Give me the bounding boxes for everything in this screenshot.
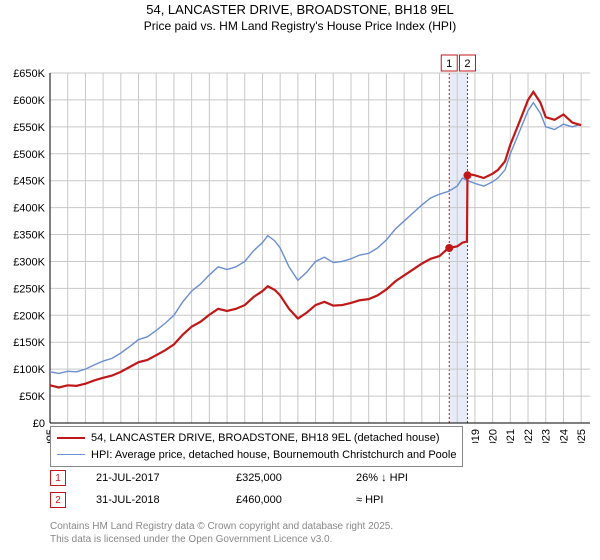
svg-text:2021: 2021: [505, 429, 517, 443]
svg-text:2: 2: [464, 58, 470, 70]
svg-text:£550K: £550K: [13, 122, 45, 134]
legend: 54, LANCASTER DRIVE, BROADSTONE, BH18 9E…: [50, 426, 463, 467]
svg-text:2019: 2019: [470, 429, 482, 443]
svg-text:£350K: £350K: [13, 229, 45, 241]
chart-title: 54, LANCASTER DRIVE, BROADSTONE, BH18 9E…: [0, 0, 600, 19]
sale-delta: ≈ HPI: [356, 494, 383, 506]
legend-row: 54, LANCASTER DRIVE, BROADSTONE, BH18 9E…: [57, 430, 456, 447]
svg-text:2022: 2022: [523, 429, 535, 443]
svg-text:£0: £0: [33, 418, 45, 430]
line-chart: £0 £50K £100K £150K £200K £250K £300K £350K £400…: [0, 33, 600, 443]
sale-marker-icon: 2: [50, 492, 66, 508]
sale-marker-icon: 1: [50, 470, 66, 486]
svg-text:£250K: £250K: [13, 283, 45, 295]
svg-text:£650K: £650K: [13, 68, 45, 80]
sale-row: 2 31-JUL-2018 £460,000 ≈ HPI: [50, 492, 383, 508]
legend-row: HPI: Average price, detached house, Bour…: [57, 447, 456, 464]
svg-text:2024: 2024: [558, 429, 570, 443]
footer-attribution: Contains HM Land Registry data © Crown c…: [50, 520, 393, 546]
sale-price: £460,000: [236, 494, 326, 506]
svg-text:£450K: £450K: [13, 176, 45, 188]
svg-text:£400K: £400K: [13, 203, 45, 215]
svg-text:£500K: £500K: [13, 149, 45, 161]
svg-text:£150K: £150K: [13, 337, 45, 349]
chart-subtitle: Price paid vs. HM Land Registry's House …: [0, 19, 600, 33]
svg-text:2020: 2020: [487, 429, 499, 443]
svg-text:1: 1: [446, 58, 452, 70]
sale-price: £325,000: [236, 472, 326, 484]
footer-line-2: This data is licensed under the Open Gov…: [50, 533, 393, 546]
sale-row: 1 21-JUL-2017 £325,000 26% ↓ HPI: [50, 470, 408, 486]
svg-text:£100K: £100K: [13, 364, 45, 376]
svg-text:£300K: £300K: [13, 256, 45, 268]
sale-date: 21-JUL-2017: [96, 472, 206, 484]
svg-text:2023: 2023: [541, 429, 553, 443]
svg-text:£600K: £600K: [13, 95, 45, 107]
svg-text:£200K: £200K: [13, 310, 45, 322]
legend-label: 54, LANCASTER DRIVE, BROADSTONE, BH18 9E…: [91, 430, 439, 447]
legend-label: HPI: Average price, detached house, Bour…: [91, 447, 456, 464]
legend-swatch: [57, 437, 85, 439]
footer-line-1: Contains HM Land Registry data © Crown c…: [50, 520, 393, 533]
chart-container: 54, LANCASTER DRIVE, BROADSTONE, BH18 9E…: [0, 0, 600, 560]
legend-swatch: [57, 454, 85, 455]
sale-date: 31-JUL-2018: [96, 494, 206, 506]
svg-text:2025: 2025: [576, 429, 588, 443]
sale-delta: 26% ↓ HPI: [356, 472, 408, 484]
svg-text:£50K: £50K: [19, 391, 45, 403]
